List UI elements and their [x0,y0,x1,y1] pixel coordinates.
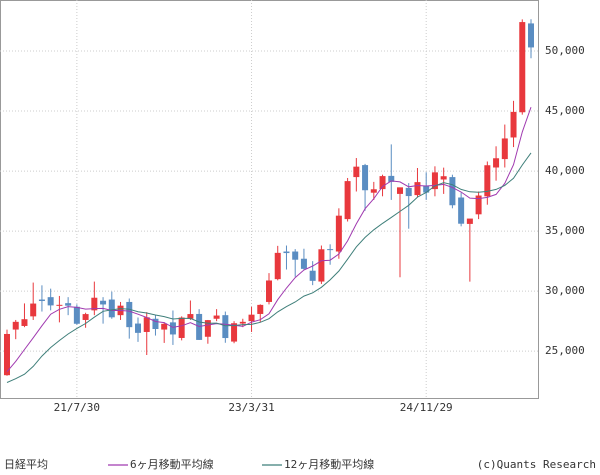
candle-body [309,270,316,281]
y-tick-label: 40,000 [545,164,585,177]
candle-body [91,297,98,311]
candle-body [327,249,334,251]
candle-body [283,251,290,254]
candle-body [239,321,246,324]
candle-body [440,176,447,180]
candle-body [397,187,403,194]
candle-body [510,111,517,138]
candle-body [231,323,238,342]
legend-label: 12ヶ月移動平均線 [284,457,374,471]
candle-body [423,185,430,193]
candle-body [362,165,369,191]
candle-body [4,333,10,376]
x-tick-label: 23/3/31 [228,401,274,414]
candle-body [222,315,229,339]
candle-body [178,317,185,338]
legend: 日経平均 6ヶ月移動平均線 12ヶ月移動平均線 (c)Quants Resear… [4,457,596,471]
legend-main: 日経平均 [4,458,48,471]
candle-body [30,303,37,317]
candle-body [187,314,194,319]
candle-body [318,249,325,282]
copyright: (c)Quants Research [477,458,596,471]
candle-body [213,315,220,319]
candle-body [82,314,89,320]
y-tick-label: 45,000 [545,104,585,117]
candle-body [108,299,115,318]
plot-area [0,0,539,399]
candle-body [135,323,141,333]
y-tick-label: 50,000 [545,44,585,57]
candle-body [161,323,168,330]
candle-body [475,195,482,215]
candle-body [21,319,28,326]
marks [4,19,534,383]
candle-body [493,158,500,168]
candle-body [274,252,281,280]
candle-body [466,218,473,224]
candle-body [126,301,133,328]
candle-body [152,318,159,330]
candle-body [257,304,264,314]
candle-body [501,138,508,160]
candle-body [248,314,255,322]
candle-body [370,189,377,193]
candle-body [47,297,54,306]
y-tick-label: 25,000 [545,344,585,357]
candle-body [379,176,386,190]
candle-body [292,251,299,260]
candle-body [143,317,150,332]
y-tick-label: 35,000 [545,224,585,237]
x-tick-label: 21/7/30 [54,401,100,414]
candle-body [449,177,456,206]
moving-average [6,107,532,373]
candle-body [388,175,395,182]
candle-body [519,22,526,113]
moving-average [6,152,532,383]
labels: 25,000 30,000 35,000 40,000 45,000 50,000 21/7… [54,44,585,414]
candle-body [528,23,534,48]
candle-body [204,320,211,337]
candle-body [458,197,465,224]
candle-body [431,172,438,190]
candle-body [56,304,63,306]
candle-body [169,322,176,335]
candle-body [266,280,272,302]
y-tick-label: 30,000 [545,284,585,297]
candle-body [100,300,107,305]
candle-body [38,299,45,302]
candle-body [414,182,421,196]
x-tick-label: 24/11/29 [400,401,453,414]
candle-body [353,166,360,178]
candle-body [12,321,19,330]
legend-label: 6ヶ月移動平均線 [130,457,214,471]
candle-body [73,306,80,324]
candle-body [405,187,412,197]
candle-body [300,258,307,269]
candle-body [65,303,72,306]
candle-body [484,165,491,197]
candle-body [344,181,351,220]
candle-body [335,215,342,252]
